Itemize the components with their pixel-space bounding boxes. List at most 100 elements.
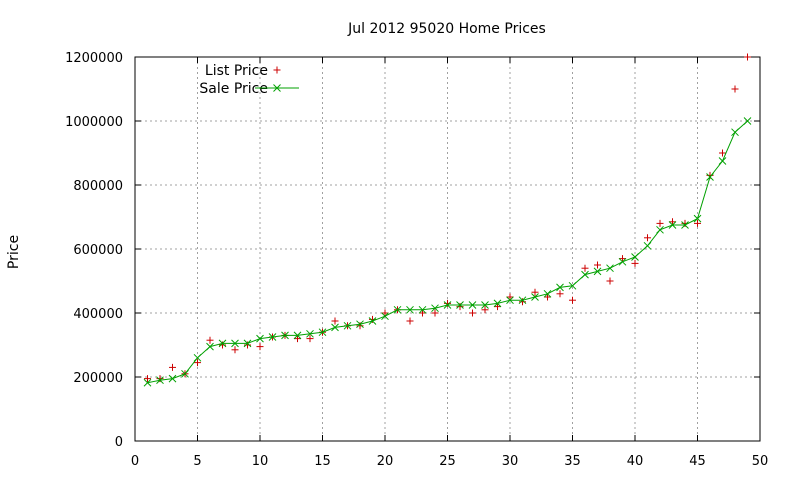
sale-price-point — [531, 293, 539, 301]
sale-price-point — [668, 221, 677, 229]
sale-price-point — [443, 301, 452, 309]
list-price-point — [731, 85, 739, 93]
list-price-point — [444, 299, 451, 307]
sale-price-point — [731, 128, 739, 137]
sale-price-point — [281, 331, 289, 340]
list-price-point — [581, 264, 589, 272]
x-tick-label: 40 — [627, 454, 644, 469]
sale-price-point — [506, 296, 514, 305]
sale-price-point — [481, 301, 489, 309]
sale-price-point — [543, 289, 552, 298]
x-tick-label: 25 — [439, 454, 456, 469]
list-price-point — [569, 296, 576, 304]
list-price-point — [244, 341, 251, 349]
list-price-point — [231, 346, 239, 354]
list-price-point — [294, 335, 301, 343]
list-price-point — [194, 359, 201, 367]
list-price-point — [531, 288, 539, 296]
sale-price-point — [631, 253, 639, 261]
sale-price-point — [231, 339, 239, 348]
sale-price-point — [168, 374, 177, 383]
sale-price-point — [643, 241, 652, 250]
list-price-point — [719, 149, 726, 157]
legend-marker-x — [273, 84, 281, 92]
sale-price-point — [143, 378, 152, 387]
y-tick-label: 400000 — [73, 307, 123, 322]
sale-price-point — [606, 264, 614, 273]
list-price-point — [206, 336, 214, 344]
sale-price-point — [306, 329, 314, 338]
y-tick-label: 0 — [115, 435, 123, 450]
list-price-point — [631, 259, 639, 267]
sale-price-point — [256, 334, 264, 343]
sale-price-point — [343, 321, 352, 330]
list-price-point — [381, 309, 389, 317]
x-tick-label: 45 — [689, 454, 706, 469]
sale-price-point — [718, 157, 727, 165]
sale-price-point — [568, 281, 577, 290]
list-price-point — [644, 234, 651, 242]
x-tick-label: 35 — [564, 454, 581, 469]
list-price-point — [419, 309, 426, 317]
legend-label-0: List Price — [205, 63, 268, 79]
list-price-point — [494, 303, 501, 311]
list-price-point — [619, 255, 626, 263]
x-tick-label: 10 — [252, 454, 269, 469]
y-tick-labels: 0 200000 400000 600000 800000 1000000 1200000 — [65, 51, 123, 450]
series-sale-price — [143, 117, 752, 387]
sale-price-point — [693, 214, 702, 223]
list-price-point — [519, 298, 526, 306]
list-price-point — [306, 335, 314, 343]
sale-price-point — [468, 301, 477, 309]
list-price-point — [469, 309, 476, 317]
list-price-point — [219, 341, 226, 349]
x-tick-label: 50 — [752, 454, 769, 469]
list-price-point — [431, 309, 439, 317]
x-tick-labels: 0 5 10 15 20 25 30 35 40 45 50 — [131, 454, 768, 469]
sale-price-point — [556, 283, 564, 292]
sale-price-point — [681, 221, 689, 229]
list-price-point — [556, 290, 564, 298]
list-price-point — [544, 293, 551, 301]
sale-price-point — [581, 270, 589, 279]
sale-price-point — [293, 331, 302, 340]
sale-price-point — [268, 333, 277, 341]
sale-price-point — [181, 369, 189, 378]
sale-price-point — [331, 323, 339, 332]
sale-price-point — [393, 305, 402, 314]
list-price-point — [256, 343, 264, 351]
list-price-point — [169, 363, 176, 371]
legend-label-1: Sale Price — [199, 81, 268, 97]
sale-price-point — [656, 225, 664, 234]
y-tick-label: 1200000 — [65, 51, 123, 66]
list-price-point — [369, 315, 376, 323]
x-tick-label: 30 — [502, 454, 519, 469]
list-price-point — [356, 322, 364, 330]
sale-price-point — [368, 317, 377, 325]
list-price-point — [694, 219, 701, 227]
y-tick-label: 1000000 — [65, 115, 123, 130]
list-price-point — [481, 306, 489, 314]
axis-ticks — [134, 56, 761, 442]
sale-price-point — [456, 301, 464, 309]
list-price-point — [594, 261, 601, 269]
x-tick-label: 15 — [314, 454, 331, 469]
sale-price-point — [706, 173, 714, 181]
list-price-point — [744, 53, 751, 61]
sale-price-point — [618, 257, 627, 266]
sale-price-point — [743, 117, 752, 125]
sale-price-point — [431, 304, 439, 313]
y-tick-label: 800000 — [73, 179, 123, 194]
y-tick-label: 600000 — [73, 243, 123, 258]
list-price-point — [406, 317, 414, 325]
sale-price-point — [518, 296, 527, 305]
series-layer — [143, 53, 752, 387]
list-price-point — [144, 375, 151, 383]
y-axis-label: Price — [6, 235, 22, 269]
list-price-point — [656, 219, 664, 227]
sale-price-point — [206, 342, 214, 351]
sale-price-point — [156, 376, 164, 385]
list-price-point — [331, 317, 339, 325]
sale-price-point — [218, 339, 227, 348]
